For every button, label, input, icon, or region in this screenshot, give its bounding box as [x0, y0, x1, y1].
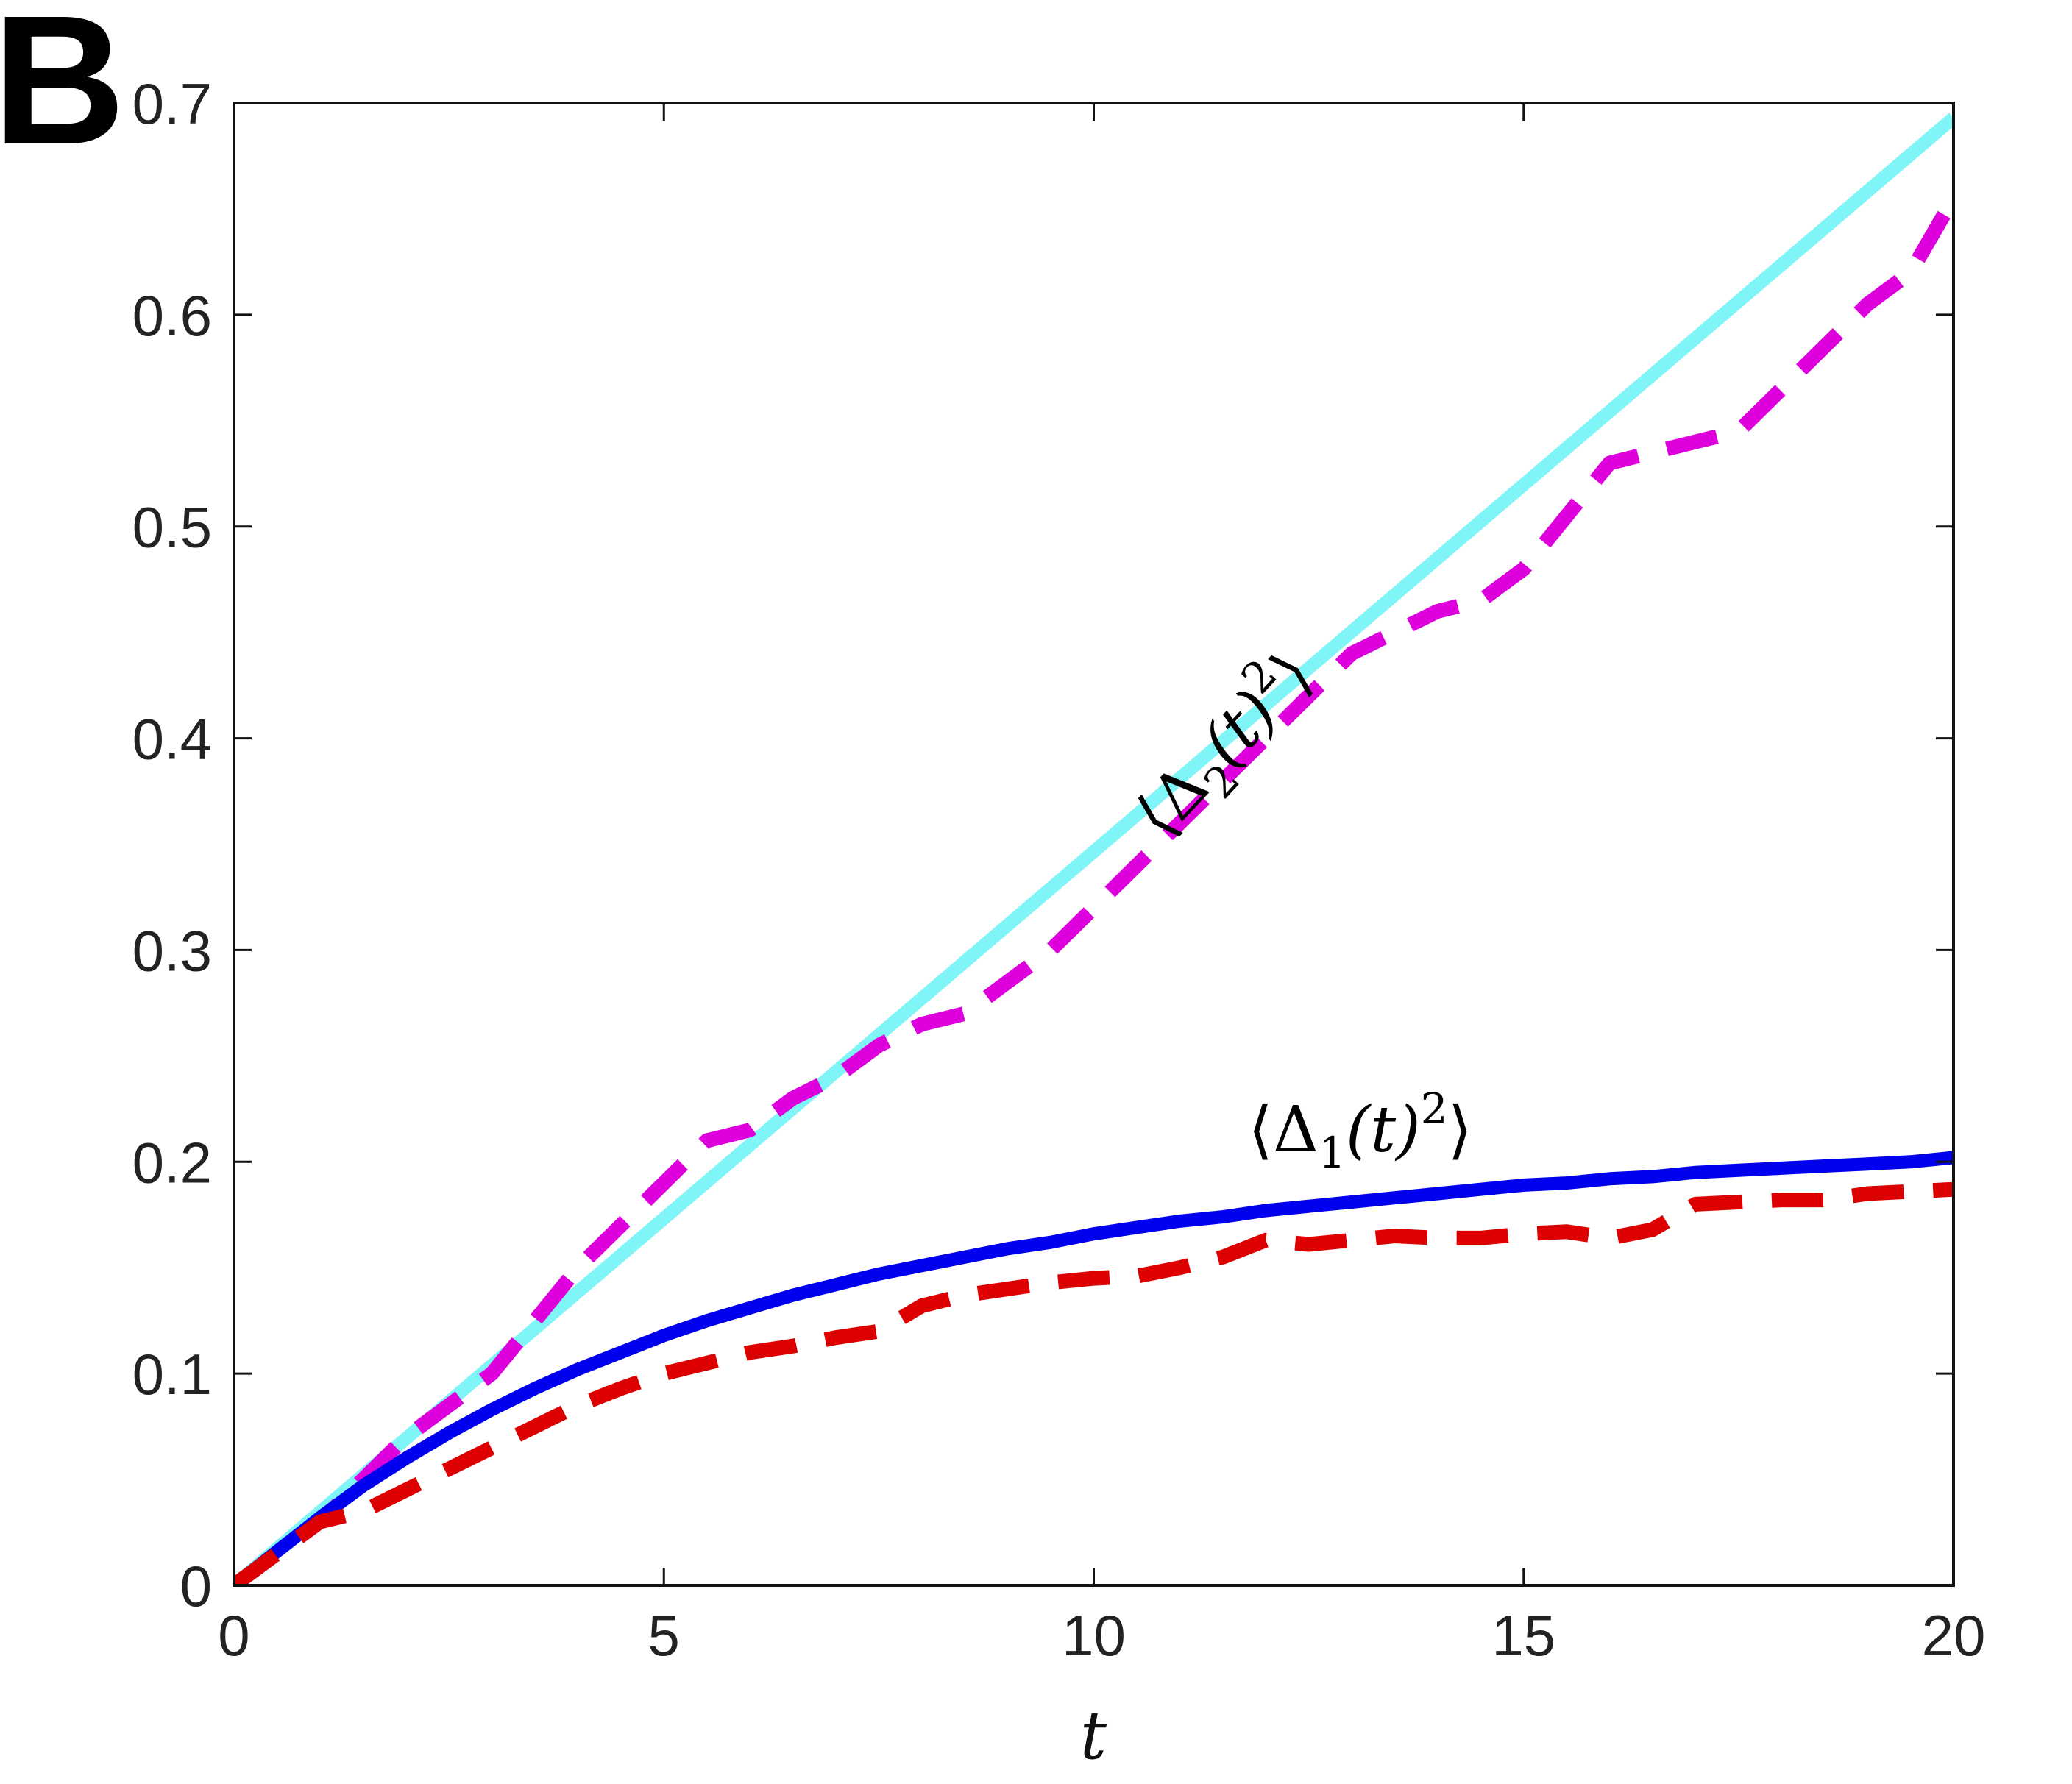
y-tick-label: 0.5 — [132, 495, 212, 560]
annotation-part-sup: 2 — [1421, 1084, 1448, 1134]
y-tick-label: 0.6 — [132, 283, 212, 348]
annotation-part-mid: (t) — [1346, 1093, 1421, 1167]
y-tick-label: 0.7 — [132, 71, 212, 136]
annotation-part-sub: 1 — [1319, 1128, 1346, 1178]
panel-label: B — [0, 0, 126, 182]
y-tick-label: 0 — [180, 1554, 212, 1618]
x-axis-label: t — [1080, 1697, 1107, 1774]
y-tick-label: 0.4 — [132, 707, 212, 772]
y-tick-label: 0.1 — [132, 1342, 212, 1407]
x-tick-label: 10 — [1062, 1603, 1126, 1668]
x-tick-label: 20 — [1922, 1603, 1986, 1668]
ticks-layer — [233, 102, 1955, 1587]
annotation-part-base: ⟨Δ — [1248, 1093, 1319, 1167]
annotation-part-close: ⟩ — [1448, 1093, 1473, 1167]
series-delta1_theory — [234, 1151, 1954, 1585]
series-delta2_theory — [234, 113, 1954, 1585]
x-tick-label: 5 — [648, 1603, 680, 1668]
tick-labels: 0 5 10 15 20 0 0.1 0.2 0.3 0.4 0.5 0.6 0.7 — [132, 71, 1986, 1668]
y-tick-label: 0.2 — [132, 1130, 212, 1195]
series-delta1_sim — [234, 1181, 1954, 1585]
annotation-delta1: ⟨Δ1(t)2⟩ — [1248, 1084, 1472, 1178]
series-layer — [234, 113, 1954, 1585]
y-tick-label: 0.3 — [132, 918, 212, 983]
x-tick-label: 15 — [1491, 1603, 1555, 1668]
x-tick-label: 0 — [218, 1603, 249, 1668]
series-delta2_sim — [234, 194, 1954, 1585]
